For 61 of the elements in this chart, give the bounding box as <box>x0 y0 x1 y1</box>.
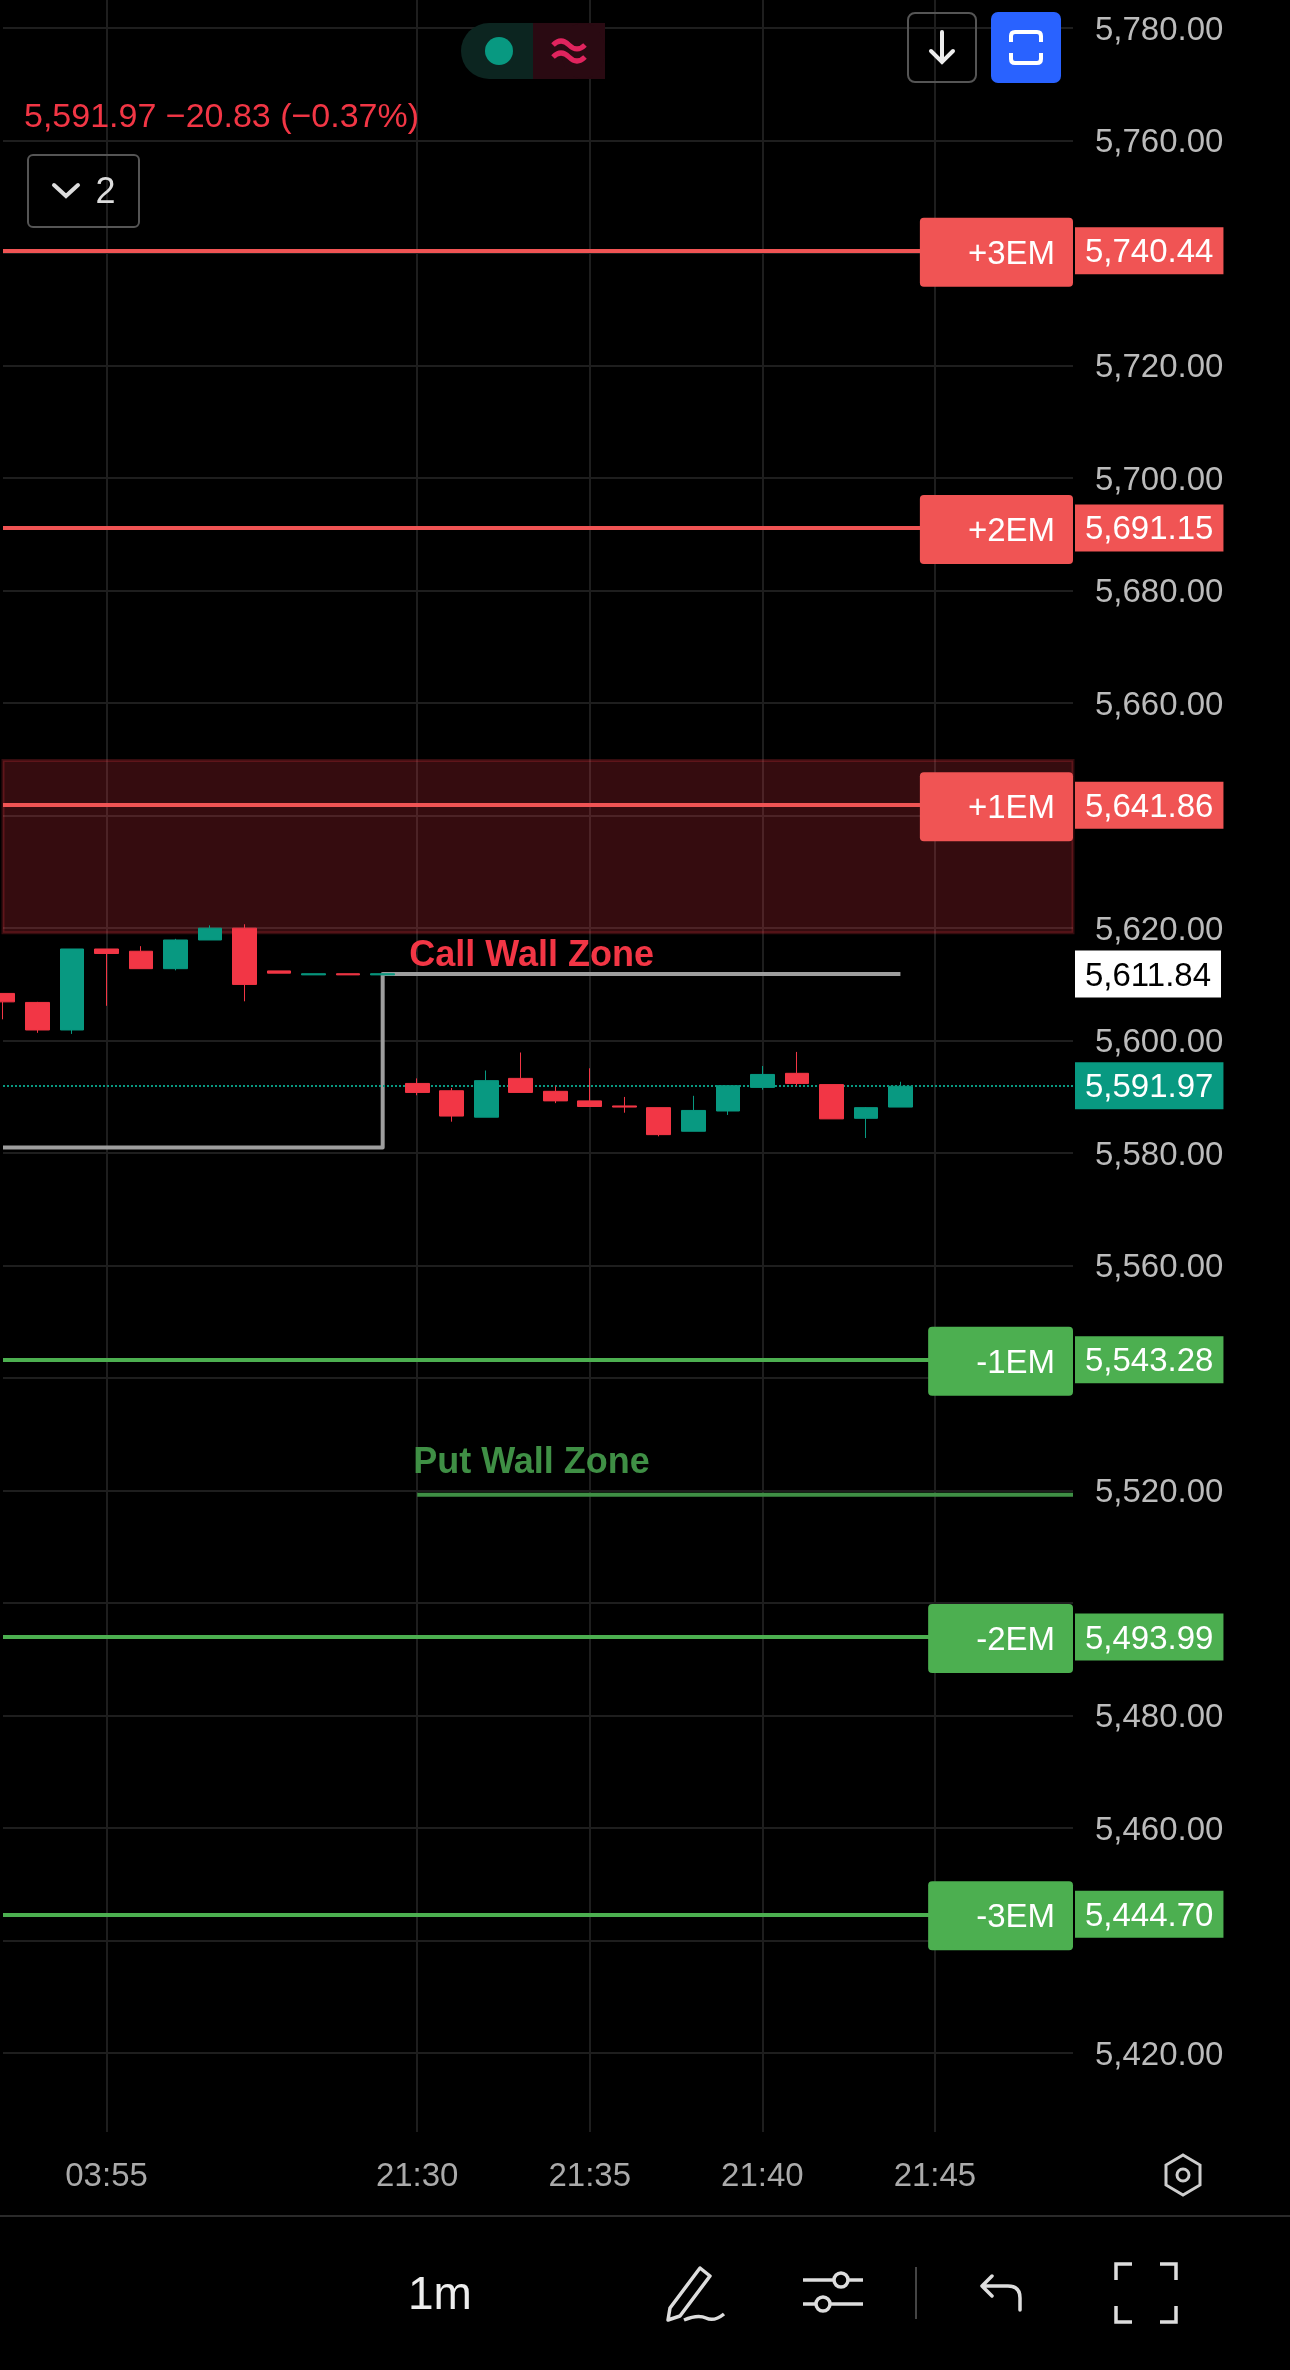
text: 5,591.97 −20.83 (−0.37%) <box>24 96 420 135</box>
y-tick-label: 5,780.00 <box>1095 9 1224 47</box>
candlestick <box>785 1051 809 1087</box>
candlestick <box>405 1077 430 1096</box>
text: 5,740.44 <box>1085 232 1214 270</box>
chevron-button: 2 <box>27 154 140 228</box>
candlestick <box>232 923 257 1002</box>
candlestick <box>439 1087 464 1123</box>
text: 5,641.86 <box>1085 786 1214 824</box>
candlestick <box>94 948 119 1007</box>
x-tick-label: 21:30 <box>375 2156 459 2193</box>
y-tick-label: 5,560.00 <box>1095 1247 1224 1285</box>
y-tick-label: 5,580.00 <box>1095 1134 1224 1172</box>
ref-line-label: +1EM <box>967 788 1055 826</box>
candlestick <box>370 973 395 976</box>
text: 5,591.97 <box>1085 1067 1214 1105</box>
text: 5,691.15 <box>1085 509 1214 547</box>
text: 5,444.70 <box>1085 1895 1214 1933</box>
ref-line-label: -3EM <box>976 1897 1055 1935</box>
ref-line-label: -1EM <box>976 1342 1055 1380</box>
y-tick-label: 5,480.00 <box>1095 1697 1224 1735</box>
candlestick <box>681 1095 706 1132</box>
candlestick <box>336 973 360 976</box>
x-tick-label: 03:55 <box>65 2156 148 2193</box>
text: 5,611.84 <box>1085 955 1212 993</box>
text: 5,543.28 <box>1085 1341 1214 1379</box>
candlestick <box>543 1085 568 1104</box>
x-tick-label: 21:35 <box>548 2156 632 2193</box>
ref-line-label: +3EM <box>967 233 1055 271</box>
y-tick-label: 5,420.00 <box>1095 2034 1224 2072</box>
x-tick-label: 21:45 <box>893 2156 977 2193</box>
candlestick <box>612 1096 637 1114</box>
y-tick-label: 5,760.00 <box>1095 122 1224 160</box>
y-tick-label: 5,700.00 <box>1095 459 1224 497</box>
text: 1m <box>408 2266 472 2320</box>
candlestick <box>163 938 188 971</box>
candlestick <box>508 1052 533 1093</box>
y-tick-label: 5,660.00 <box>1095 684 1224 722</box>
band-label: Call Wall Zone <box>409 933 654 975</box>
candlestick <box>301 973 326 976</box>
text: 5,493.99 <box>1085 1618 1214 1656</box>
y-tick-label: 5,680.00 <box>1095 572 1224 610</box>
candlestick <box>646 1107 671 1137</box>
y-tick-label: 5,620.00 <box>1095 909 1224 947</box>
x-tick-label: 21:40 <box>721 2156 804 2193</box>
candlestick <box>267 970 291 974</box>
candlestick <box>854 1106 878 1139</box>
y-tick-label: 5,460.00 <box>1095 1809 1224 1847</box>
y-tick-label: 5,600.00 <box>1095 1022 1224 1060</box>
ref-line-label: +2EM <box>967 510 1055 548</box>
candlestick <box>577 1067 602 1107</box>
y-tick-label: 5,520.00 <box>1095 1472 1224 1510</box>
ref-line-label: -2EM <box>976 1620 1055 1658</box>
annotation: 2 <box>95 170 116 212</box>
candlestick <box>819 1084 844 1120</box>
candlestick <box>198 924 222 941</box>
candlestick <box>25 1001 50 1034</box>
series-label: Put Wall Zone <box>413 1440 650 1482</box>
candlestick <box>129 945 153 970</box>
candlestick <box>60 948 84 1035</box>
y-tick-label: 5,720.00 <box>1095 347 1224 385</box>
